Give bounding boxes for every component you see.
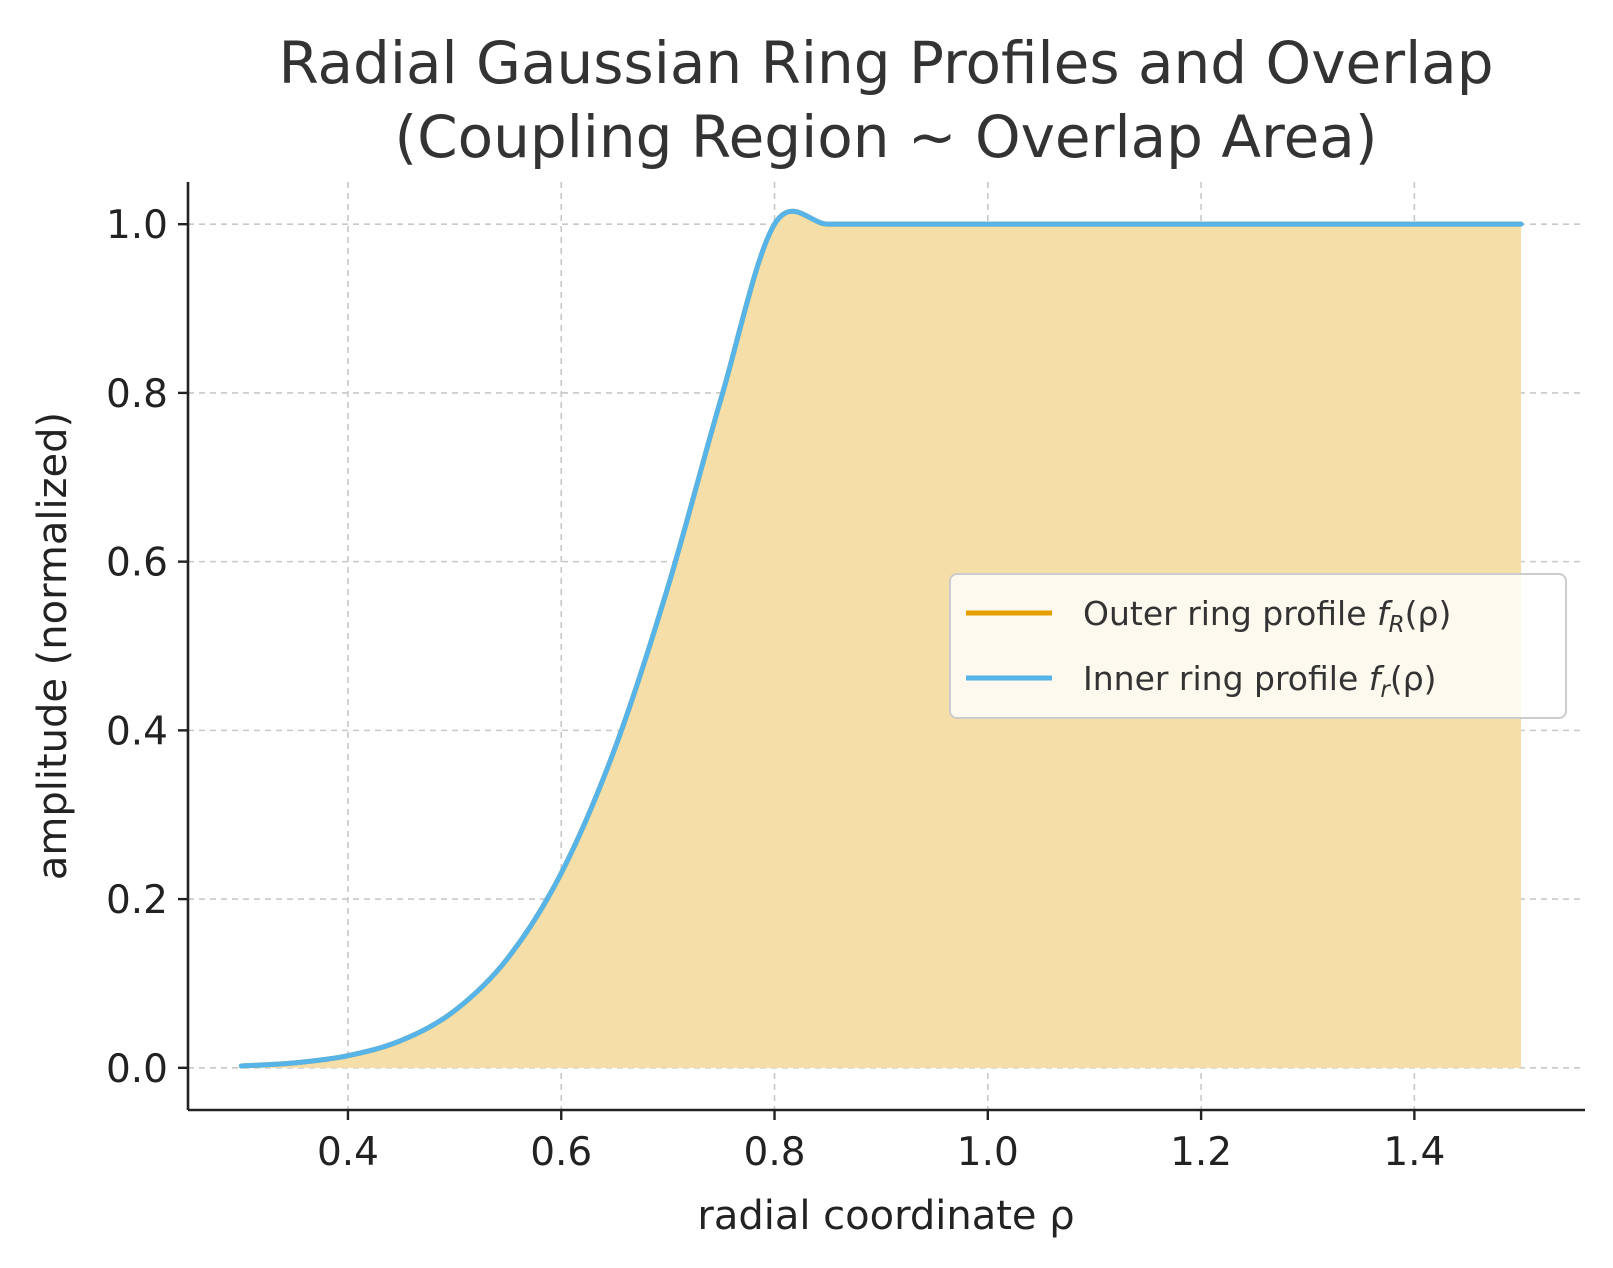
legend-label-inner-arg: (ρ) [1390, 659, 1437, 698]
x-axis-label: radial coordinate ρ [697, 1193, 1074, 1239]
x-tick-label-1: 0.6 [530, 1130, 592, 1175]
legend-label-outer-arg: (ρ) [1405, 594, 1452, 633]
y-tick-label-3: 0.6 [106, 541, 168, 586]
x-tick-label-2: 0.8 [744, 1130, 806, 1175]
legend-label-outer: Outer ring profile fR(ρ) [1083, 594, 1451, 638]
legend-label-inner: Inner ring profile fr(ρ) [1083, 659, 1437, 703]
y-tick-label-4: 0.8 [106, 372, 168, 417]
overlap-shaded-region [241, 211, 1522, 1068]
y-tick-label-2: 0.4 [106, 709, 168, 754]
y-tick-label-0: 0.0 [106, 1047, 168, 1092]
legend-label-outer-main: Outer ring profile [1083, 594, 1377, 633]
y-axis-ticks: 0.0 0.2 0.4 0.6 0.8 1.0 [106, 203, 188, 1092]
y-tick-label-5: 1.0 [106, 203, 168, 248]
inner-ring-profile-line [238, 208, 1524, 1069]
legend-label-inner-sub: r [1380, 677, 1391, 703]
y-axis-label: amplitude (normalized) [30, 412, 76, 880]
legend: Outer ring profile fR(ρ) Inner ring prof… [949, 573, 1567, 719]
legend-label-inner-main: Inner ring profile [1083, 659, 1369, 698]
y-tick-label-1: 0.2 [106, 878, 168, 923]
chart-title-line-2: (Coupling Region ~ Overlap Area) [395, 103, 1378, 171]
legend-label-outer-sub: R [1389, 612, 1405, 638]
x-axis-ticks: 0.4 0.6 0.8 1.0 1.2 1.4 [317, 1110, 1445, 1175]
x-tick-label-4: 1.2 [1170, 1130, 1232, 1175]
x-tick-label-3: 1.0 [957, 1130, 1019, 1175]
legend-box [949, 573, 1567, 719]
x-tick-label-5: 1.4 [1383, 1130, 1445, 1175]
chart-title-line-1: Radial Gaussian Ring Profiles and Overla… [278, 29, 1493, 97]
x-tick-label-0: 0.4 [317, 1130, 379, 1175]
